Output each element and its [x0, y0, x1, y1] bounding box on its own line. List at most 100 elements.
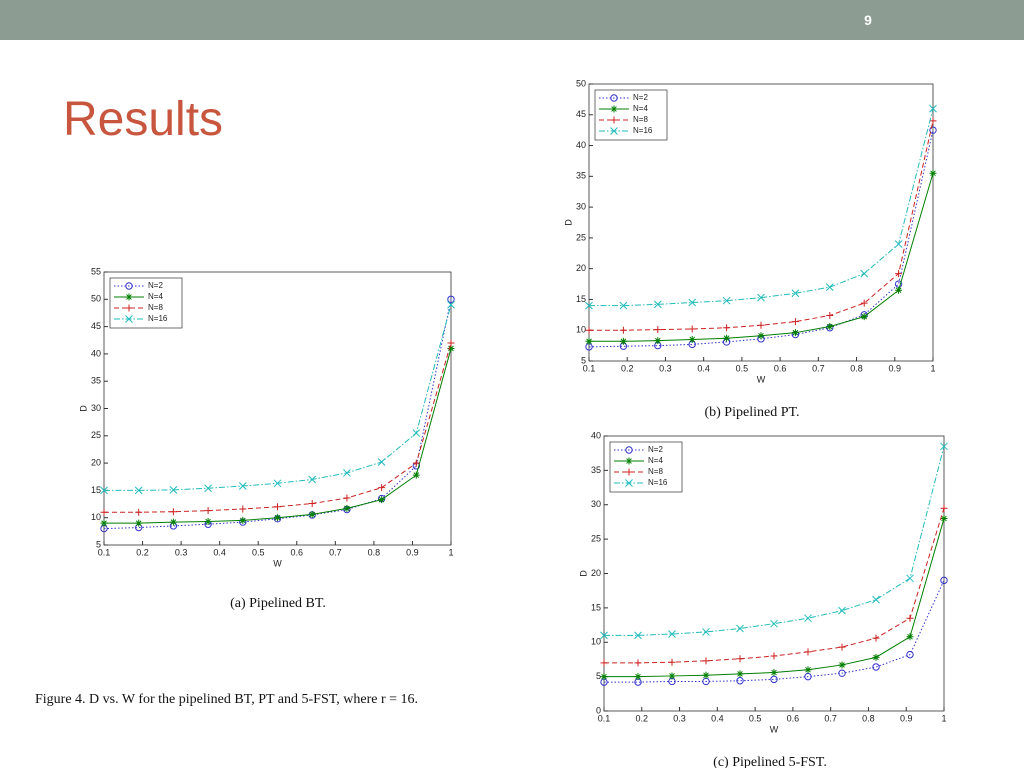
- marker: [135, 508, 143, 516]
- marker: [378, 496, 386, 504]
- marker: [668, 630, 676, 638]
- marker: [736, 655, 744, 663]
- x-tick-label: 0.3: [175, 547, 188, 557]
- legend-label: N=16: [633, 126, 653, 135]
- y-axis-label: D: [563, 219, 573, 226]
- y-tick-label: 35: [91, 376, 101, 386]
- y-tick-label: 40: [576, 140, 586, 150]
- legend-marker: [625, 468, 633, 476]
- marker: [634, 659, 642, 667]
- marker: [238, 482, 247, 490]
- legend-marker: [125, 304, 133, 312]
- x-tick-label: 0.5: [252, 547, 265, 557]
- marker: [736, 670, 744, 678]
- y-tick-label: 5: [596, 671, 601, 681]
- marker: [838, 661, 846, 669]
- marker: [343, 504, 351, 512]
- marker: [757, 293, 765, 302]
- marker: [100, 486, 108, 495]
- y-tick-label: 10: [576, 325, 586, 335]
- marker: [940, 504, 948, 512]
- legend-marker: [125, 282, 133, 290]
- marker: [929, 126, 937, 134]
- y-tick-label: 0: [596, 705, 601, 715]
- x-tick-label: 0.6: [787, 713, 800, 723]
- x-tick-label: 0.8: [850, 363, 863, 373]
- x-tick-label: 0.7: [812, 363, 825, 373]
- legend-marker: [625, 457, 633, 465]
- x-tick-label: 0.2: [136, 547, 149, 557]
- marker: [688, 335, 696, 343]
- marker: [791, 318, 799, 326]
- series-line: [104, 342, 452, 513]
- marker: [668, 672, 676, 680]
- marker: [308, 500, 316, 508]
- marker: [668, 658, 676, 666]
- marker: [100, 508, 108, 516]
- marker: [723, 334, 731, 342]
- marker: [169, 486, 178, 494]
- x-tick-label: 0.4: [213, 547, 226, 557]
- marker: [838, 669, 846, 677]
- marker: [872, 653, 880, 661]
- marker: [308, 475, 317, 484]
- marker: [412, 459, 420, 467]
- y-tick-label: 25: [576, 232, 586, 242]
- y-tick-label: 50: [576, 78, 586, 88]
- marker: [906, 574, 914, 583]
- marker: [377, 458, 386, 466]
- y-tick-label: 30: [576, 201, 586, 211]
- marker: [169, 508, 177, 516]
- marker: [634, 631, 642, 640]
- legend-label: N=8: [633, 115, 648, 124]
- marker: [791, 329, 799, 337]
- marker: [770, 619, 778, 628]
- y-axis-label: D: [578, 570, 588, 577]
- marker: [736, 677, 744, 685]
- y-tick-label: 30: [591, 499, 601, 509]
- x-axis-label: W: [757, 374, 766, 384]
- marker: [600, 659, 608, 667]
- marker: [860, 269, 869, 278]
- chart-caption: (a) Pipelined BT.: [230, 596, 326, 611]
- marker: [860, 313, 868, 321]
- legend-box: [594, 89, 668, 141]
- y-tick-label: 15: [576, 294, 586, 304]
- marker: [804, 666, 812, 674]
- x-tick-label: 0.9: [889, 363, 902, 373]
- legend-marker: [610, 127, 618, 135]
- y-tick-label: 45: [576, 109, 586, 119]
- marker: [343, 469, 351, 477]
- x-tick-label: 0.8: [368, 547, 381, 557]
- y-tick-label: 25: [91, 430, 101, 440]
- marker: [791, 289, 800, 298]
- marker: [412, 429, 421, 437]
- legend-label: N=4: [648, 456, 663, 465]
- x-tick-label: 0.4: [711, 713, 724, 723]
- legend-label: N=8: [648, 467, 663, 476]
- marker: [585, 337, 593, 345]
- marker: [343, 494, 351, 502]
- marker: [929, 169, 937, 177]
- legend-label: N=16: [648, 478, 668, 487]
- marker: [654, 326, 662, 334]
- marker: [804, 648, 812, 656]
- y-tick-label: 35: [576, 171, 586, 181]
- chart-caption: (c) Pipelined 5-FST.: [713, 755, 827, 768]
- marker: [872, 634, 880, 642]
- x-tick-label: 1: [941, 713, 946, 723]
- legend-box: [609, 441, 683, 493]
- x-tick-label: 0.9: [900, 713, 913, 723]
- marker: [600, 673, 608, 681]
- marker: [634, 673, 642, 681]
- marker: [619, 326, 627, 334]
- x-axis-label: W: [273, 558, 282, 568]
- legend-marker: [125, 315, 133, 323]
- marker: [169, 518, 177, 526]
- marker: [770, 669, 778, 676]
- marker: [872, 663, 880, 671]
- legend-marker: [625, 479, 633, 487]
- marker: [702, 671, 710, 679]
- legend-marker: [610, 94, 618, 102]
- x-tick-label: 0.1: [583, 363, 596, 373]
